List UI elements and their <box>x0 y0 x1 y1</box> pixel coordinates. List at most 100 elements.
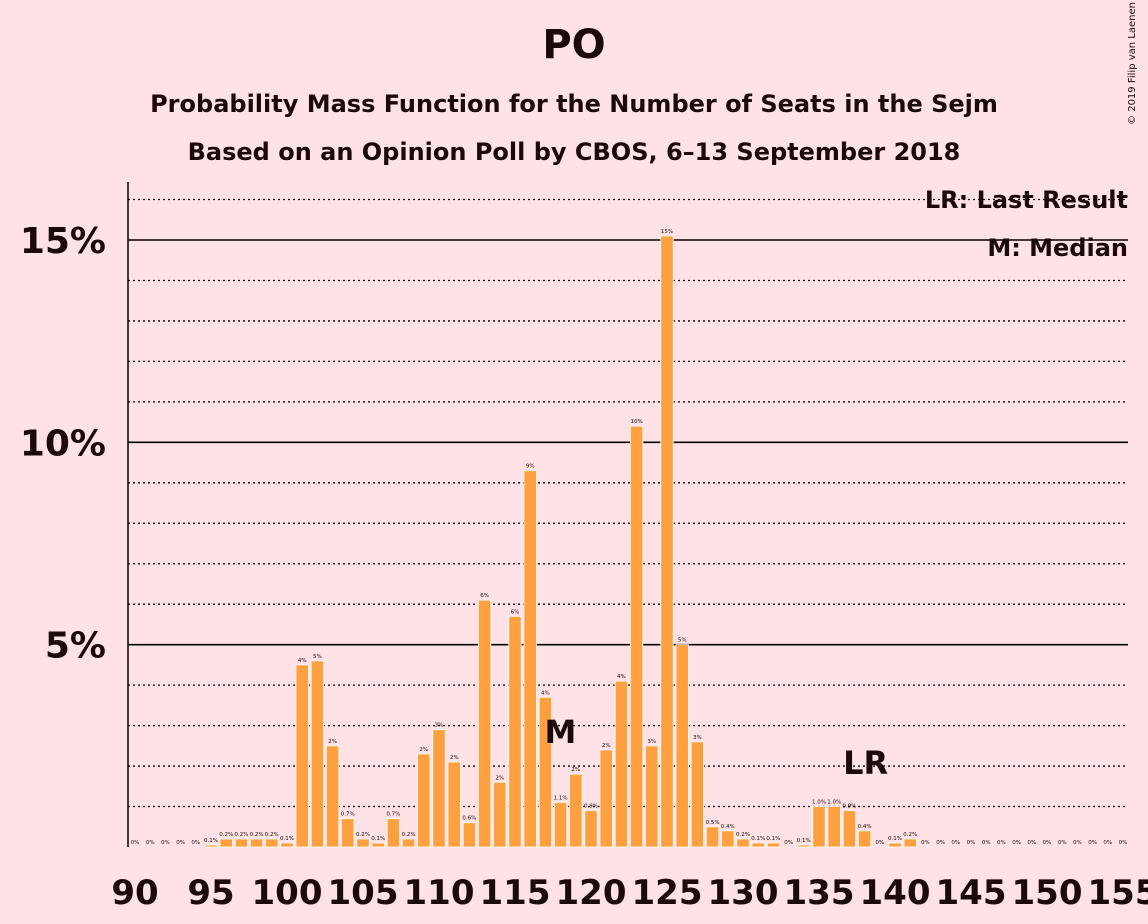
legend-median: M: Median <box>987 234 1128 262</box>
x-tick-label: 95 <box>187 873 234 913</box>
data-label: 0% <box>131 840 140 846</box>
y-tick-label: 10% <box>20 423 106 464</box>
bar-seat-138 <box>857 830 872 848</box>
bar-seat-132 <box>766 842 781 848</box>
bar-seat-136 <box>827 806 841 848</box>
x-tick-label: 120 <box>556 873 627 913</box>
bar-seat-117 <box>538 696 553 848</box>
bar-seat-101 <box>295 664 309 848</box>
bar-seat-107 <box>386 818 401 848</box>
x-tick-label: 100 <box>252 873 323 913</box>
data-label: 9% <box>526 464 535 470</box>
bar-seat-137 <box>842 810 857 848</box>
median-marker: M <box>544 713 576 751</box>
data-label: 0.6% <box>462 816 476 822</box>
bar-seat-110 <box>432 729 446 848</box>
data-label: 0.1% <box>888 836 902 842</box>
bar-seat-140 <box>888 842 902 848</box>
x-tick-label: 105 <box>328 873 399 913</box>
data-label: 0% <box>1073 840 1082 846</box>
bar-seat-118 <box>553 802 568 848</box>
bar-seat-128 <box>705 826 720 848</box>
bar-seat-102 <box>310 660 325 848</box>
data-label: 0% <box>191 840 200 846</box>
bar-seat-115 <box>508 615 522 848</box>
bar-seat-116 <box>523 470 537 848</box>
data-label: 0.2% <box>903 832 917 838</box>
bar-seat-109 <box>417 753 431 848</box>
data-label: 0% <box>997 840 1006 846</box>
x-tick-label: 110 <box>404 873 475 913</box>
data-label: 0.4% <box>858 824 872 830</box>
x-tick-label: 115 <box>480 873 551 913</box>
data-label: 0.7% <box>386 812 400 818</box>
data-label: 0% <box>921 840 930 846</box>
data-label: 4% <box>617 674 626 680</box>
data-label: 0.4% <box>721 824 735 830</box>
data-label: 6% <box>480 593 489 599</box>
chart-title: PO <box>542 22 606 68</box>
data-label: 0.7% <box>341 812 355 818</box>
chart-subtitle-1: Probability Mass Function for the Number… <box>150 90 998 118</box>
data-label: 0.1% <box>751 836 765 842</box>
data-label: 4% <box>541 690 550 696</box>
bar-seat-112 <box>462 822 477 848</box>
bar-seat-129 <box>721 830 735 848</box>
data-label: 2% <box>419 747 428 753</box>
data-label: 0.9% <box>842 804 856 810</box>
data-label: 0.1% <box>280 836 294 842</box>
x-tick-label: 145 <box>936 873 1007 913</box>
data-label: 0% <box>1119 840 1128 846</box>
y-tick-label: 5% <box>45 626 106 667</box>
data-label: 5% <box>313 654 322 660</box>
legend-last-result: LR: Last Result <box>924 186 1128 214</box>
data-label: 2% <box>495 775 504 781</box>
bar-seat-123 <box>629 425 644 848</box>
data-label: 0% <box>936 840 945 846</box>
data-label: 0% <box>875 840 884 846</box>
bar-seat-108 <box>401 838 416 848</box>
y-tick-label: 15% <box>20 221 106 262</box>
bar-seat-96 <box>219 838 233 848</box>
data-label: 0% <box>982 840 991 846</box>
data-label: 0% <box>176 840 185 846</box>
bar-seat-98 <box>249 838 264 848</box>
data-label: 2% <box>328 739 337 745</box>
bar-seat-97 <box>234 838 249 848</box>
data-label: 15% <box>661 229 673 235</box>
bar-seat-131 <box>751 842 765 848</box>
data-label: 0% <box>1088 840 1097 846</box>
data-label: 1.1% <box>554 795 568 801</box>
data-label: 0% <box>146 840 155 846</box>
data-label: 3% <box>693 735 702 741</box>
data-label: 0.2% <box>402 832 416 838</box>
bar-seat-114 <box>493 781 507 848</box>
data-label: 2% <box>602 743 611 749</box>
data-label: 0.2% <box>736 832 750 838</box>
bar-seat-105 <box>356 838 370 848</box>
bar-seat-106 <box>371 842 385 848</box>
data-label: 0.2% <box>356 832 370 838</box>
bar-seat-99 <box>265 838 279 848</box>
bar-seat-125 <box>660 235 674 848</box>
data-label: 3% <box>435 723 444 729</box>
data-label: 0% <box>1058 840 1067 846</box>
data-label: 0.1% <box>797 838 811 844</box>
data-label: 3% <box>647 739 656 745</box>
bar-seat-127 <box>690 741 705 848</box>
data-label: 0% <box>1043 840 1052 846</box>
data-label: 0% <box>967 840 976 846</box>
bar-seat-122 <box>614 680 629 848</box>
data-label: 0.1% <box>371 836 385 842</box>
data-label: 4% <box>298 658 307 664</box>
data-label: 0.2% <box>265 832 279 838</box>
data-label: 0.2% <box>250 832 264 838</box>
bar-seat-126 <box>675 644 689 848</box>
bar-seat-124 <box>645 745 659 848</box>
x-tick-label: 135 <box>784 873 855 913</box>
bar-seat-95 <box>204 844 218 848</box>
x-tick-label: 150 <box>1012 873 1083 913</box>
data-label: 0.2% <box>219 832 233 838</box>
bar-seat-113 <box>477 599 492 848</box>
data-label: 0.9% <box>584 804 598 810</box>
